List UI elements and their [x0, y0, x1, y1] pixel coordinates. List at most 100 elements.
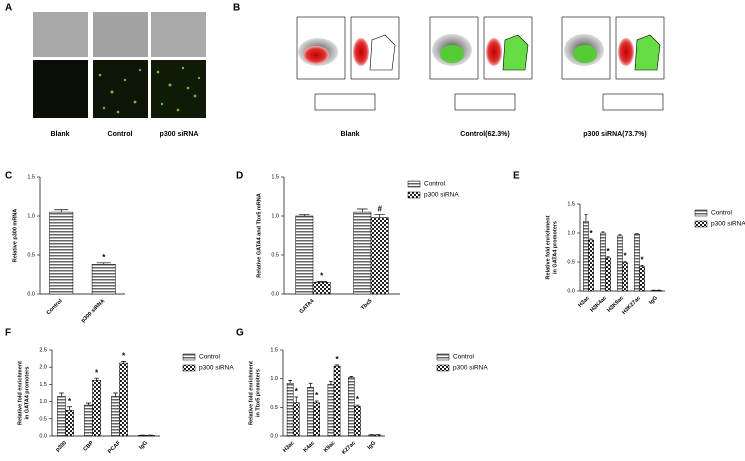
legend-swatch	[407, 180, 421, 188]
bar	[84, 404, 93, 437]
y-axis-label: Relative fold enrichment	[545, 215, 551, 279]
image-label: Blank	[50, 131, 69, 138]
bar	[295, 215, 314, 295]
significance-marker: *	[589, 229, 593, 238]
legend-label: p300 siRNA	[711, 221, 745, 228]
legend-label: Control	[199, 354, 221, 361]
bar	[368, 434, 376, 437]
x-tick-label: PCAF	[107, 440, 122, 455]
panel-letter: C	[5, 171, 12, 182]
error-bar	[299, 214, 310, 216]
bar	[656, 290, 662, 292]
y-tick-label: 0.5	[271, 252, 279, 258]
error-bar	[584, 214, 588, 222]
x-tick-label: K9ac	[323, 440, 337, 454]
error-bar	[294, 396, 299, 403]
bar	[65, 409, 74, 437]
bar	[600, 232, 606, 292]
x-tick-label: IgG	[367, 440, 378, 451]
y-tick-label: 0.5	[39, 416, 47, 422]
image-label: p300 siRNA	[160, 131, 199, 138]
bar	[634, 233, 640, 292]
y-tick-label: 0.0	[39, 433, 47, 439]
significance-marker: *	[606, 247, 610, 256]
y-tick-label: 1.5	[27, 174, 35, 180]
significance-marker: #	[377, 205, 382, 214]
legend-label: Control	[453, 354, 475, 361]
x-tick-label: H3K4ac	[589, 295, 608, 314]
x-tick-label: K27ac	[341, 440, 357, 456]
bar	[286, 383, 294, 437]
y-tick-label: 1.0	[567, 230, 575, 236]
bar	[92, 380, 101, 437]
image-label: Blank	[340, 131, 359, 138]
significance-marker: *	[623, 252, 627, 261]
bar	[583, 221, 589, 292]
image-label: Control(62.3%)	[460, 131, 509, 138]
legend-swatch	[182, 364, 196, 372]
bar	[312, 282, 331, 295]
legend-label: Control	[711, 210, 733, 217]
y-tick-label: 1.0	[270, 376, 278, 382]
significance-marker: *	[68, 397, 72, 406]
bar	[354, 405, 361, 437]
x-tick-label: IgG	[138, 440, 149, 451]
y-axis-label: in Tbx5 promoters	[255, 369, 261, 417]
y-tick-label: 2.0	[39, 365, 47, 371]
significance-marker: *	[315, 391, 319, 400]
bar	[111, 396, 120, 437]
error-bar	[623, 261, 627, 263]
significance-marker: *	[102, 253, 106, 262]
y-axis-label: Relative fold enrichment	[17, 361, 23, 425]
bar	[651, 290, 657, 292]
panel-letter: D	[236, 171, 243, 182]
bar	[333, 365, 341, 437]
error-bar	[308, 382, 313, 388]
x-tick-label: GATA4	[299, 298, 317, 316]
x-tick-label: Tbx5	[360, 298, 373, 311]
y-axis-label: Relative fold enrichment	[248, 361, 254, 425]
error-bar	[96, 262, 111, 265]
legend-swatch	[694, 209, 708, 217]
legend-label: p300 siRNA	[424, 192, 459, 199]
error-bar	[314, 400, 319, 403]
error-bar	[606, 256, 610, 258]
y-tick-label: 0.0	[567, 288, 575, 294]
y-tick-label: 0.0	[271, 291, 279, 297]
y-axis-label: in GATA4 promoters	[552, 221, 558, 274]
error-bar	[355, 404, 360, 407]
bar	[348, 377, 355, 437]
error-bar	[67, 406, 72, 411]
bar	[622, 262, 628, 292]
error-bar	[94, 377, 99, 381]
image-label: Control	[108, 131, 133, 138]
y-tick-label: 0.5	[567, 259, 575, 265]
x-tick-label: H3ac	[282, 440, 296, 454]
panel-letter: B	[233, 3, 240, 14]
y-tick-label: 0.0	[270, 433, 278, 439]
bar	[313, 402, 320, 437]
y-axis-label: in GATA4 promoters	[24, 367, 30, 420]
error-bar	[640, 265, 644, 267]
error-bar	[357, 208, 368, 213]
y-tick-label: 0.5	[270, 405, 278, 411]
bar	[617, 235, 623, 292]
flow-plots	[296, 16, 665, 111]
significance-marker: *	[122, 351, 126, 360]
y-tick-label: 0.5	[27, 252, 35, 258]
x-tick-label: CBP	[82, 440, 95, 453]
bar	[91, 264, 116, 295]
bar	[292, 402, 300, 437]
x-tick-label: K4ac	[302, 440, 316, 454]
error-bar	[618, 234, 622, 236]
panel-letter: G	[236, 328, 244, 339]
y-tick-label: 0.0	[27, 291, 35, 297]
legend-swatch	[436, 353, 450, 361]
significance-marker: *	[295, 387, 299, 396]
significance-marker: *	[320, 272, 324, 281]
bar	[639, 266, 645, 292]
error-bar	[374, 214, 385, 218]
x-tick-label: H3ac	[577, 295, 591, 309]
y-tick-label: 1.0	[271, 213, 279, 219]
